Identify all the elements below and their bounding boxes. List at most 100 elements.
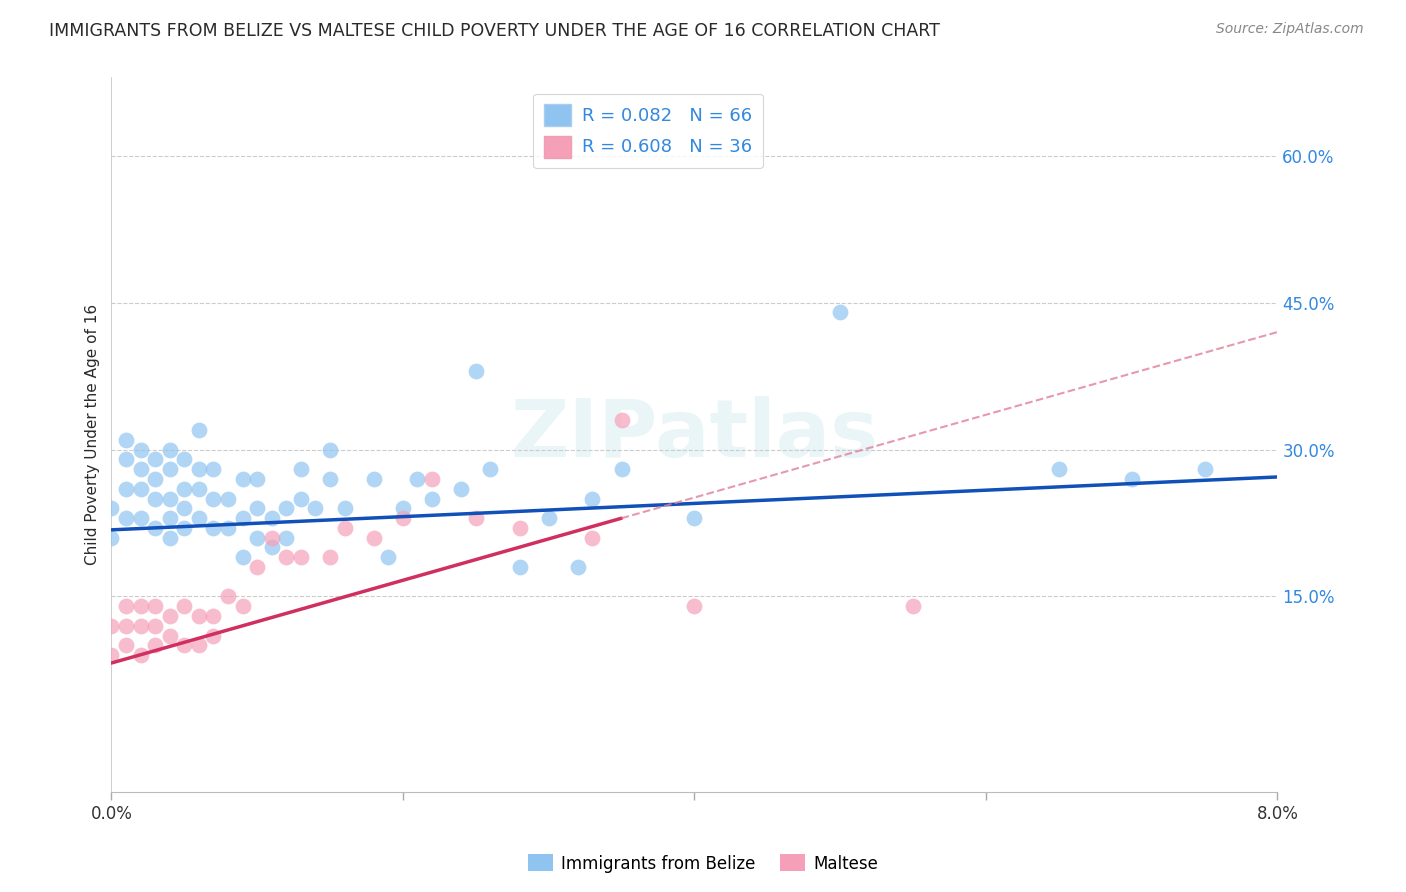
Point bbox=[143, 452, 166, 467]
Point bbox=[508, 560, 530, 574]
Point bbox=[319, 472, 342, 486]
Point bbox=[202, 462, 225, 476]
Point bbox=[392, 511, 415, 525]
Point bbox=[246, 531, 269, 545]
Point bbox=[115, 639, 138, 653]
Point bbox=[304, 501, 326, 516]
Point bbox=[129, 599, 152, 614]
Legend: Immigrants from Belize, Maltese: Immigrants from Belize, Maltese bbox=[520, 847, 886, 880]
Point bbox=[537, 511, 560, 525]
Point bbox=[187, 462, 209, 476]
Point bbox=[683, 599, 706, 614]
Point bbox=[508, 521, 530, 535]
Point bbox=[173, 501, 195, 516]
Point bbox=[143, 472, 166, 486]
Point bbox=[159, 511, 181, 525]
Point bbox=[202, 629, 225, 643]
Text: IMMIGRANTS FROM BELIZE VS MALTESE CHILD POVERTY UNDER THE AGE OF 16 CORRELATION : IMMIGRANTS FROM BELIZE VS MALTESE CHILD … bbox=[49, 22, 941, 40]
Point bbox=[202, 521, 225, 535]
Point bbox=[479, 462, 502, 476]
Point bbox=[333, 501, 356, 516]
Y-axis label: Child Poverty Under the Age of 16: Child Poverty Under the Age of 16 bbox=[86, 304, 100, 566]
Point bbox=[143, 521, 166, 535]
Point bbox=[100, 501, 122, 516]
Point bbox=[159, 531, 181, 545]
Text: Source: ZipAtlas.com: Source: ZipAtlas.com bbox=[1216, 22, 1364, 37]
Point bbox=[143, 619, 166, 633]
Point bbox=[333, 521, 356, 535]
Point bbox=[100, 619, 122, 633]
Point bbox=[1121, 472, 1143, 486]
Point bbox=[217, 491, 239, 506]
Point bbox=[246, 560, 269, 574]
Point bbox=[290, 550, 312, 565]
Point bbox=[464, 364, 486, 378]
Point bbox=[581, 531, 603, 545]
Point bbox=[363, 531, 385, 545]
Point bbox=[129, 511, 152, 525]
Point bbox=[290, 462, 312, 476]
Point bbox=[581, 491, 603, 506]
Point bbox=[420, 491, 443, 506]
Point bbox=[159, 609, 181, 624]
Point bbox=[290, 491, 312, 506]
Point bbox=[232, 550, 254, 565]
Point bbox=[232, 599, 254, 614]
Point bbox=[100, 648, 122, 663]
Point bbox=[115, 482, 138, 496]
Point bbox=[406, 472, 429, 486]
Point bbox=[115, 599, 138, 614]
Point bbox=[377, 550, 399, 565]
Point bbox=[187, 639, 209, 653]
Legend: R = 0.082   N = 66, R = 0.608   N = 36: R = 0.082 N = 66, R = 0.608 N = 36 bbox=[533, 94, 762, 169]
Point bbox=[683, 511, 706, 525]
Point bbox=[610, 462, 633, 476]
Point bbox=[319, 442, 342, 457]
Point bbox=[276, 501, 298, 516]
Point bbox=[143, 599, 166, 614]
Point bbox=[159, 442, 181, 457]
Point bbox=[115, 452, 138, 467]
Point bbox=[115, 511, 138, 525]
Point bbox=[173, 599, 195, 614]
Point bbox=[319, 550, 342, 565]
Point bbox=[276, 531, 298, 545]
Text: ZIPatlas: ZIPatlas bbox=[510, 396, 879, 474]
Point bbox=[363, 472, 385, 486]
Point bbox=[159, 629, 181, 643]
Point bbox=[260, 511, 283, 525]
Point bbox=[173, 482, 195, 496]
Point bbox=[129, 482, 152, 496]
Point bbox=[246, 472, 269, 486]
Point bbox=[129, 648, 152, 663]
Point bbox=[232, 472, 254, 486]
Point bbox=[217, 521, 239, 535]
Point bbox=[392, 501, 415, 516]
Point bbox=[173, 452, 195, 467]
Point bbox=[420, 472, 443, 486]
Point bbox=[187, 482, 209, 496]
Point bbox=[1047, 462, 1070, 476]
Point bbox=[202, 491, 225, 506]
Point bbox=[159, 491, 181, 506]
Point bbox=[901, 599, 924, 614]
Point bbox=[464, 511, 486, 525]
Point bbox=[129, 442, 152, 457]
Point bbox=[100, 531, 122, 545]
Point bbox=[143, 639, 166, 653]
Point bbox=[567, 560, 589, 574]
Point bbox=[260, 541, 283, 555]
Point bbox=[217, 590, 239, 604]
Point bbox=[260, 531, 283, 545]
Point bbox=[173, 639, 195, 653]
Point bbox=[129, 619, 152, 633]
Point bbox=[610, 413, 633, 427]
Point bbox=[115, 619, 138, 633]
Point bbox=[246, 501, 269, 516]
Point bbox=[276, 550, 298, 565]
Point bbox=[1194, 462, 1216, 476]
Point bbox=[187, 609, 209, 624]
Point bbox=[187, 511, 209, 525]
Point bbox=[129, 462, 152, 476]
Point bbox=[173, 521, 195, 535]
